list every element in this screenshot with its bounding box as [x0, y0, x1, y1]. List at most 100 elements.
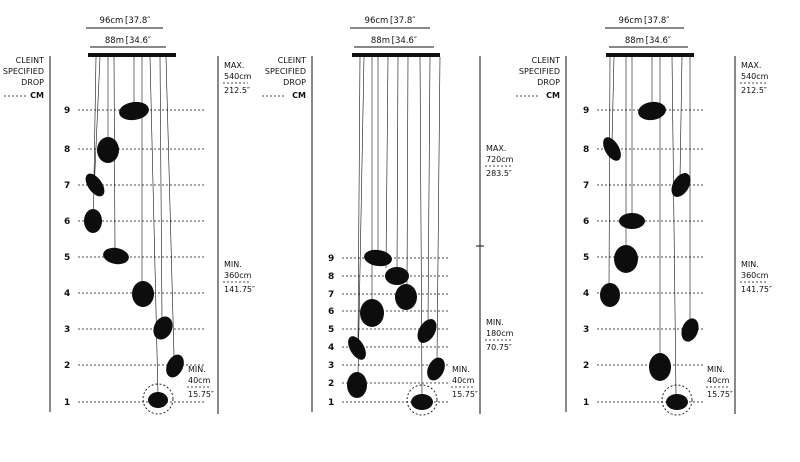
max-label: MAX. [486, 144, 506, 153]
panel-3: 96cm [37.8″ 88m [34.6″ CLEINT SPECIFIED … [516, 16, 772, 416]
min-in: 141.75″ [741, 285, 772, 294]
pendant-7 [85, 173, 105, 197]
top-width-label: 96cm [37.8″ [100, 16, 151, 26]
pendant-2 [166, 354, 184, 378]
client-label-1: CLEINT [16, 56, 44, 65]
min-cm: 360cm [741, 271, 769, 280]
cords [357, 56, 441, 396]
max-cm: 540cm [741, 72, 769, 81]
pendant-8 [97, 137, 119, 163]
clearance-label: MIN. [452, 365, 470, 374]
max-cm: 720cm [486, 155, 514, 164]
level-label: 2 [583, 361, 589, 371]
level-label: 6 [328, 307, 334, 317]
pendant-9 [638, 101, 666, 121]
pendant-3 [153, 316, 173, 340]
min-in: 141.75″ [224, 285, 255, 294]
level-label: 2 [328, 379, 334, 389]
pendants [600, 101, 699, 410]
max-label: MAX. [224, 61, 244, 70]
level-label: 1 [583, 398, 589, 408]
level-label: 3 [583, 325, 589, 335]
max-label: MAX. [741, 61, 761, 70]
pendant-4 [132, 281, 154, 307]
level-label: 6 [583, 217, 589, 227]
lowest-pendant-highlight [661, 384, 693, 416]
max-in: 212.5″ [224, 86, 250, 95]
level-label: 6 [64, 217, 70, 227]
client-label-unit: CM [30, 91, 44, 100]
pendant-5 [614, 245, 638, 273]
canopy [606, 53, 694, 57]
min-label: MIN. [224, 260, 242, 269]
canopy [352, 53, 440, 57]
level-label: 2 [64, 361, 70, 371]
level-label: 1 [328, 398, 334, 408]
level-label: 5 [583, 253, 589, 263]
min-cm: 360cm [224, 271, 252, 280]
pendant-4 [600, 283, 620, 307]
level-label: 4 [328, 343, 334, 353]
level-label: 5 [64, 253, 70, 263]
pendant-9 [119, 101, 149, 121]
lowest-pendant-highlight [142, 383, 174, 415]
lowest-pendant-highlight [406, 384, 438, 416]
panel-2: 96cm [37.8″ 88m [34.6″ CLEINT SPECIFIED … [262, 16, 567, 416]
pendant-1 [148, 392, 168, 408]
level-label: 7 [583, 181, 589, 191]
clearance-label: MIN. [188, 365, 206, 374]
clearance-cm: 40cm [188, 376, 211, 385]
level-label: 9 [64, 106, 70, 116]
panel-1: 96cm [37.8″ 88m [34.6″ CLEINT SPECIFIED … [3, 16, 313, 415]
pendant-5 [103, 247, 129, 265]
top-width-label: 96cm [37.8″ [365, 16, 416, 26]
level-label: 7 [64, 181, 70, 191]
pendant-7 [671, 173, 691, 197]
pendant-1 [666, 394, 688, 410]
canopy [88, 53, 176, 57]
client-label-3: DROP [283, 78, 306, 87]
clearance-in: 15.75″ [452, 390, 478, 399]
cords [608, 56, 691, 396]
clearance-cm: 40cm [707, 376, 730, 385]
client-label-1: CLEINT [532, 56, 560, 65]
pendant-3 [681, 318, 699, 342]
min-label: MIN. [741, 260, 759, 269]
level-label: 3 [328, 361, 334, 371]
pendant-6 [619, 213, 645, 229]
level-label: 4 [583, 289, 589, 299]
pendant-7 [395, 284, 417, 310]
client-label-3: DROP [21, 78, 44, 87]
clearance-cm: 40cm [452, 376, 475, 385]
level-label: 7 [328, 290, 334, 300]
pendants [347, 249, 445, 410]
pendant-1 [411, 394, 433, 410]
pendant-8 [385, 267, 409, 285]
level-label: 4 [64, 289, 70, 299]
pendant-9 [364, 249, 392, 267]
top-width-label: 96cm [37.8″ [619, 16, 670, 26]
level-label: 8 [64, 145, 70, 155]
min-in: 70.75″ [486, 343, 512, 352]
pendant-2 [347, 372, 367, 398]
min-cm: 180cm [486, 329, 514, 338]
min-label: MIN. [486, 318, 504, 327]
pendant-5 [417, 319, 437, 343]
client-label-2: SPECIFIED [265, 67, 306, 76]
level-label: 9 [328, 254, 334, 264]
pendant-3 [427, 357, 445, 381]
canopy-width-label: 88m [34.6″ [105, 36, 151, 46]
level-label: 3 [64, 325, 70, 335]
max-cm: 540cm [224, 72, 252, 81]
pendants [84, 101, 184, 408]
level-label: 5 [328, 325, 334, 335]
levels: 9 8 7 6 5 4 3 2 1 [64, 106, 205, 408]
client-label-2: SPECIFIED [3, 67, 44, 76]
canopy-width-label: 88m [34.6″ [371, 36, 417, 46]
client-label-unit: CM [546, 91, 560, 100]
level-label: 8 [328, 272, 334, 282]
pendant-2 [649, 353, 671, 381]
clearance-in: 15.75″ [188, 390, 214, 399]
pendant-6 [360, 299, 384, 327]
